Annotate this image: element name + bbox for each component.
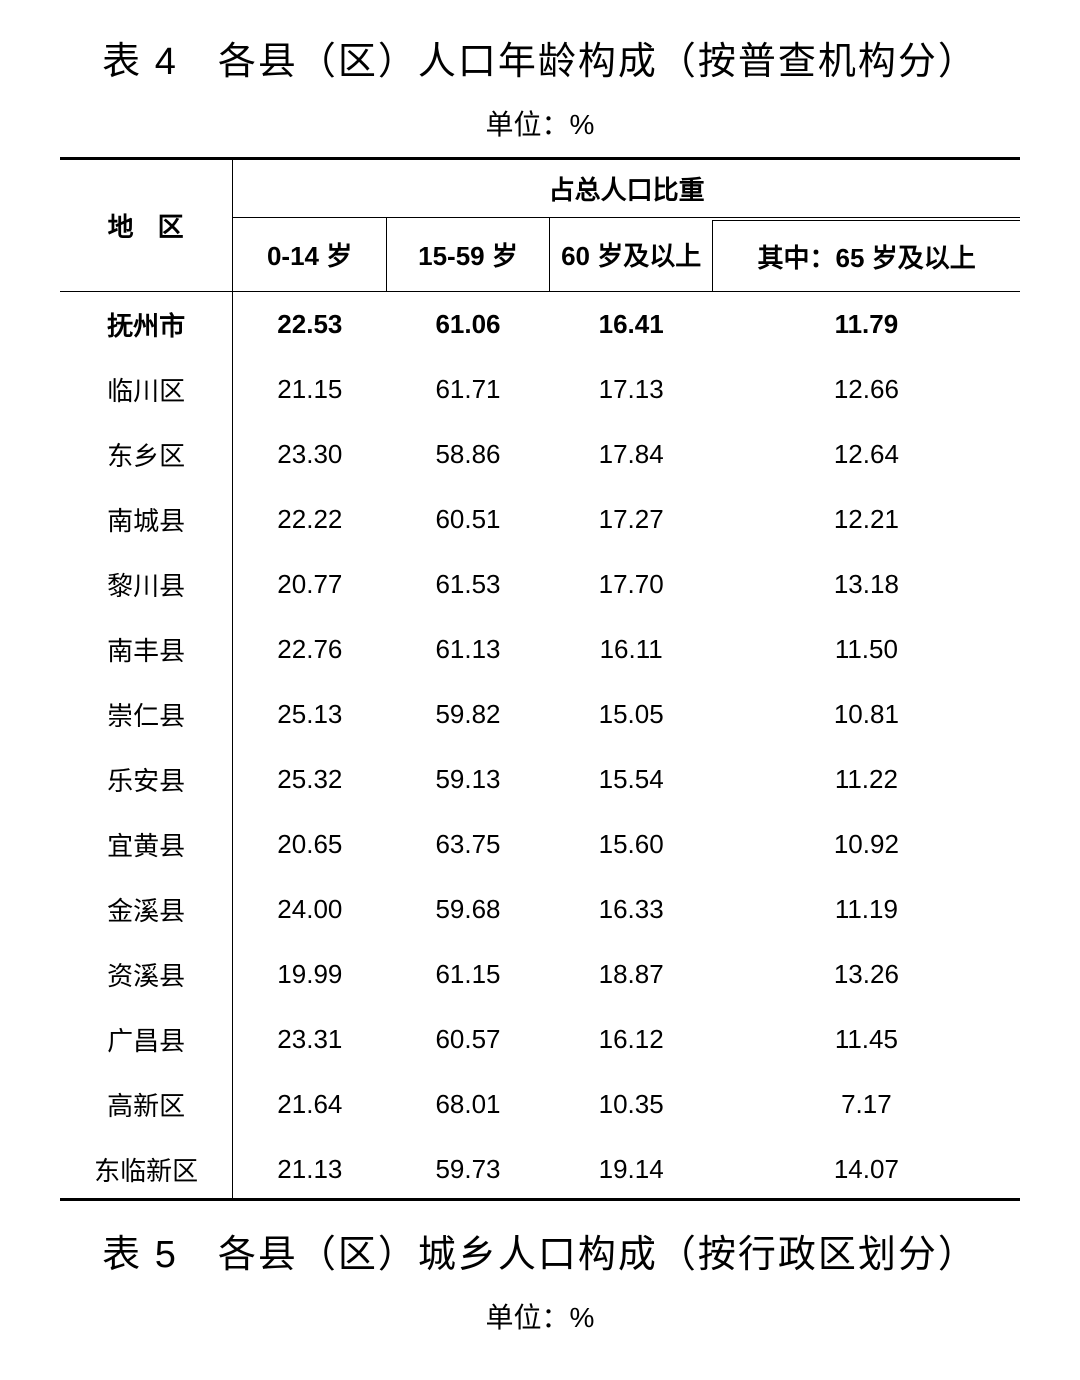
cell-c3: 16.12 (550, 1007, 713, 1072)
cell-region: 东乡区 (60, 422, 233, 487)
table4-head: 地区 占总人口比重 0-14 岁 15-59 岁 60 岁及以上 其中：65 岁… (60, 159, 1020, 292)
table-row: 广昌县23.3160.5716.1211.45 (60, 1007, 1020, 1072)
cell-c3: 16.33 (550, 877, 713, 942)
table5-title: 表 5 各县（区）城乡人口构成（按行政区划分） (60, 1223, 1020, 1278)
cell-c1: 23.30 (233, 422, 387, 487)
cell-region: 抚州市 (60, 292, 233, 358)
cell-region: 宜黄县 (60, 812, 233, 877)
cell-c2: 59.73 (386, 1137, 549, 1200)
cell-region: 黎川县 (60, 552, 233, 617)
cell-c4: 11.19 (713, 877, 1020, 942)
cell-region: 南丰县 (60, 617, 233, 682)
cell-c2: 58.86 (386, 422, 549, 487)
cell-c2: 59.82 (386, 682, 549, 747)
table-row: 东临新区21.1359.7319.1414.07 (60, 1137, 1020, 1200)
header-group: 占总人口比重 (233, 159, 1020, 218)
cell-c4: 10.81 (713, 682, 1020, 747)
cell-c3: 15.05 (550, 682, 713, 747)
cell-c2: 61.15 (386, 942, 549, 1007)
cell-c3: 16.11 (550, 617, 713, 682)
cell-c1: 19.99 (233, 942, 387, 1007)
cell-c2: 61.53 (386, 552, 549, 617)
table4-unit: 单位：% (60, 103, 1020, 143)
cell-region: 东临新区 (60, 1137, 233, 1200)
cell-c3: 17.13 (550, 357, 713, 422)
cell-region: 乐安县 (60, 747, 233, 812)
table-row: 金溪县24.0059.6816.3311.19 (60, 877, 1020, 942)
cell-region: 临川区 (60, 357, 233, 422)
cell-c2: 61.13 (386, 617, 549, 682)
cell-c4: 11.45 (713, 1007, 1020, 1072)
table-row: 宜黄县20.6563.7515.6010.92 (60, 812, 1020, 877)
table-row: 南城县22.2260.5117.2712.21 (60, 487, 1020, 552)
cell-c1: 22.76 (233, 617, 387, 682)
cell-c2: 61.06 (386, 292, 549, 358)
cell-c1: 20.65 (233, 812, 387, 877)
cell-c4: 10.92 (713, 812, 1020, 877)
cell-c1: 20.77 (233, 552, 387, 617)
cell-c2: 68.01 (386, 1072, 549, 1137)
cell-c4: 7.17 (713, 1072, 1020, 1137)
cell-c3: 15.54 (550, 747, 713, 812)
table-row: 临川区21.1561.7117.1312.66 (60, 357, 1020, 422)
cell-c4: 11.79 (713, 292, 1020, 358)
cell-c1: 21.15 (233, 357, 387, 422)
cell-region: 资溪县 (60, 942, 233, 1007)
cell-c1: 23.31 (233, 1007, 387, 1072)
cell-c2: 63.75 (386, 812, 549, 877)
header-col3: 60 岁及以上 (550, 218, 713, 292)
cell-region: 广昌县 (60, 1007, 233, 1072)
cell-region: 崇仁县 (60, 682, 233, 747)
table-row: 黎川县20.7761.5317.7013.18 (60, 552, 1020, 617)
header-row-1: 地区 占总人口比重 (60, 159, 1020, 218)
cell-c3: 18.87 (550, 942, 713, 1007)
cell-c3: 19.14 (550, 1137, 713, 1200)
cell-c3: 16.41 (550, 292, 713, 358)
header-col2: 15-59 岁 (386, 218, 549, 292)
cell-c2: 60.57 (386, 1007, 549, 1072)
cell-c1: 24.00 (233, 877, 387, 942)
table-row: 南丰县22.7661.1316.1111.50 (60, 617, 1020, 682)
table-row: 乐安县25.3259.1315.5411.22 (60, 747, 1020, 812)
cell-c1: 25.32 (233, 747, 387, 812)
cell-c3: 17.27 (550, 487, 713, 552)
header-col4: 其中：65 岁及以上 (713, 221, 1020, 292)
table5-unit: 单位：% (60, 1296, 1020, 1336)
cell-c3: 15.60 (550, 812, 713, 877)
cell-c2: 59.13 (386, 747, 549, 812)
table4: 地区 占总人口比重 0-14 岁 15-59 岁 60 岁及以上 其中：65 岁… (60, 157, 1020, 1201)
table-row: 崇仁县25.1359.8215.0510.81 (60, 682, 1020, 747)
cell-c3: 17.70 (550, 552, 713, 617)
table-row: 资溪县19.9961.1518.8713.26 (60, 942, 1020, 1007)
table-row: 东乡区23.3058.8617.8412.64 (60, 422, 1020, 487)
cell-c1: 22.53 (233, 292, 387, 358)
cell-c2: 61.71 (386, 357, 549, 422)
cell-c3: 17.84 (550, 422, 713, 487)
table4-body: 抚州市22.5361.0616.4111.79临川区21.1561.7117.1… (60, 292, 1020, 1200)
cell-c4: 11.50 (713, 617, 1020, 682)
cell-region: 金溪县 (60, 877, 233, 942)
cell-c1: 25.13 (233, 682, 387, 747)
cell-region: 高新区 (60, 1072, 233, 1137)
cell-c4: 13.26 (713, 942, 1020, 1007)
table-row: 抚州市22.5361.0616.4111.79 (60, 292, 1020, 358)
cell-c4: 14.07 (713, 1137, 1020, 1200)
page: 表 4 各县（区）人口年龄构成（按普查机构分） 单位：% 地区 占总人口比重 0… (0, 0, 1080, 1380)
header-region: 地区 (60, 159, 233, 292)
cell-region: 南城县 (60, 487, 233, 552)
cell-c1: 21.13 (233, 1137, 387, 1200)
header-col1: 0-14 岁 (233, 218, 387, 292)
cell-c4: 12.64 (713, 422, 1020, 487)
cell-c4: 11.22 (713, 747, 1020, 812)
cell-c4: 13.18 (713, 552, 1020, 617)
cell-c4: 12.21 (713, 487, 1020, 552)
cell-c2: 59.68 (386, 877, 549, 942)
cell-c1: 21.64 (233, 1072, 387, 1137)
cell-c2: 60.51 (386, 487, 549, 552)
cell-c3: 10.35 (550, 1072, 713, 1137)
table-row: 高新区21.6468.0110.357.17 (60, 1072, 1020, 1137)
table4-title: 表 4 各县（区）人口年龄构成（按普查机构分） (60, 30, 1020, 85)
cell-c4: 12.66 (713, 357, 1020, 422)
cell-c1: 22.22 (233, 487, 387, 552)
